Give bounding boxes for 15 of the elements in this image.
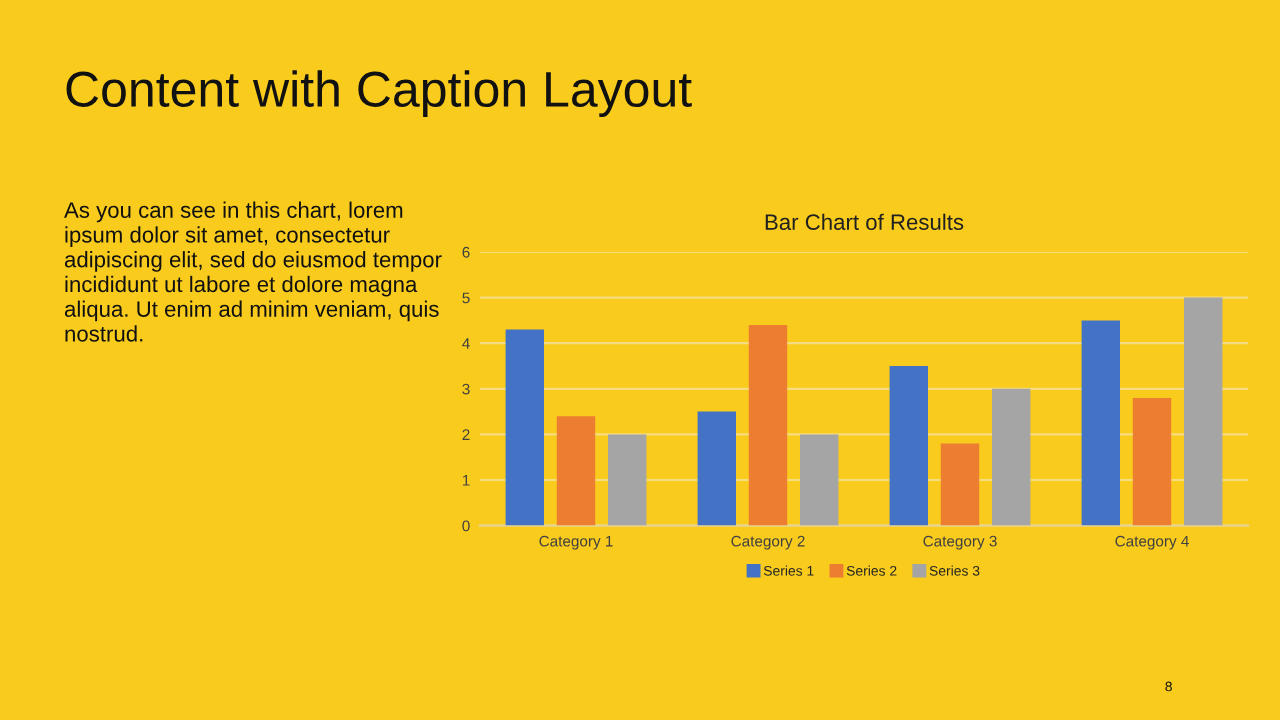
bar — [1132, 397, 1172, 526]
bar — [505, 329, 544, 526]
chart-title: Bar Chart of Results — [765, 213, 964, 230]
bar — [697, 411, 736, 526]
bar — [608, 434, 647, 526]
bar — [940, 443, 980, 526]
bar — [1081, 320, 1120, 526]
text: As you can see in this chart, lorem ipsum dolor sit amet, consectetur adipiscing elit, sed do eiusmod tempor incididunt ut labore et dolore magna aliqua. Ut enim ad minim veniam, quis nostrud. — [64, 201, 442, 342]
bar — [889, 366, 928, 526]
bar — [1184, 297, 1223, 526]
bar — [992, 388, 1031, 526]
bar — [800, 434, 839, 526]
bar — [748, 324, 788, 526]
bar — [556, 416, 596, 526]
text: Content with Caption Layout — [66, 70, 692, 117]
